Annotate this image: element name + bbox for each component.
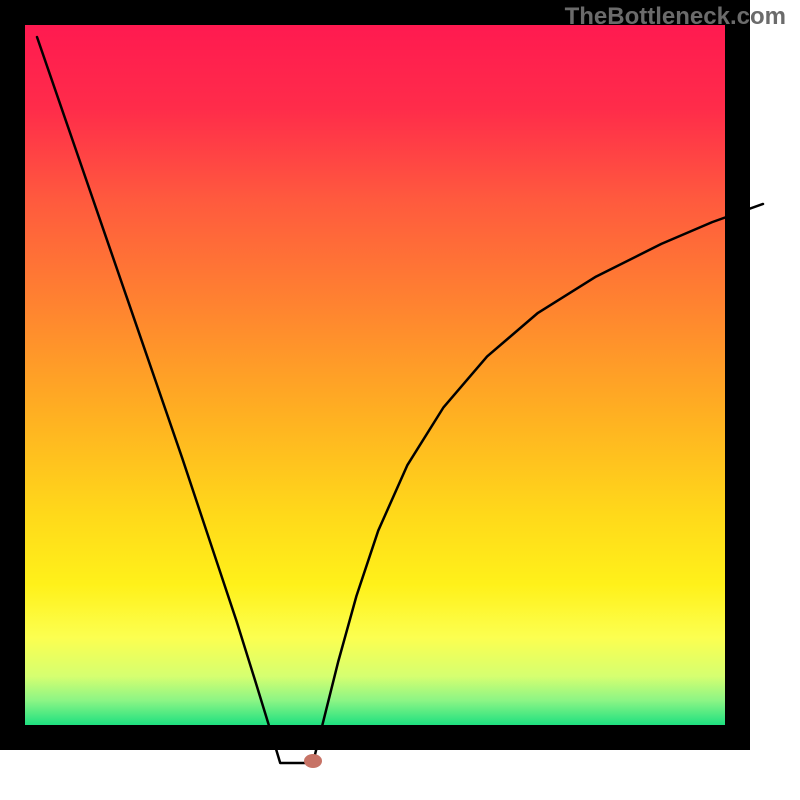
plot-frame	[0, 0, 750, 750]
chart-container: TheBottleneck.com	[0, 0, 800, 800]
bottleneck-marker	[304, 754, 322, 768]
plot-gradient-background	[25, 25, 725, 725]
watermark-text: TheBottleneck.com	[565, 3, 786, 31]
